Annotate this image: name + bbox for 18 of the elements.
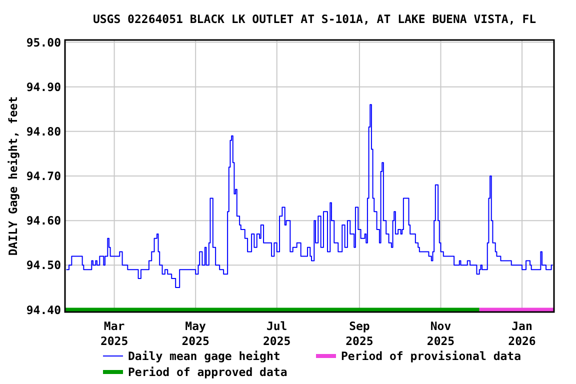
- y-tick-label: 94.90: [26, 80, 62, 94]
- legend-label: Period of approved data: [128, 365, 288, 380]
- y-axis-title: DAILY Gage height, feet: [6, 96, 20, 256]
- x-tick-label: Jul 2025: [263, 319, 291, 348]
- x-tick-label: Jan 2026: [508, 319, 536, 348]
- y-tick-label: 94.50: [26, 258, 62, 272]
- legend-label: Daily mean gage height: [128, 349, 280, 364]
- y-tick-label: 94.70: [26, 169, 62, 184]
- y-tick-label: 95.00: [26, 35, 62, 50]
- x-tick-label: May 2025: [182, 319, 210, 348]
- x-tick-label: Mar 2025: [100, 319, 128, 348]
- x-tick-label: Sep 2025: [346, 319, 374, 348]
- y-tick-label: 94.40: [26, 302, 62, 317]
- legend-label: Period of provisional data: [341, 349, 522, 364]
- y-tick-label: 94.60: [26, 214, 62, 228]
- chart-title: USGS 02264051 BLACK LK OUTLET AT S-101A, AT LAKE BUENA VISTA, FL: [92, 12, 536, 26]
- y-tick-label: 94.80: [26, 124, 62, 138]
- x-tick-label: Nov 2025: [426, 319, 455, 348]
